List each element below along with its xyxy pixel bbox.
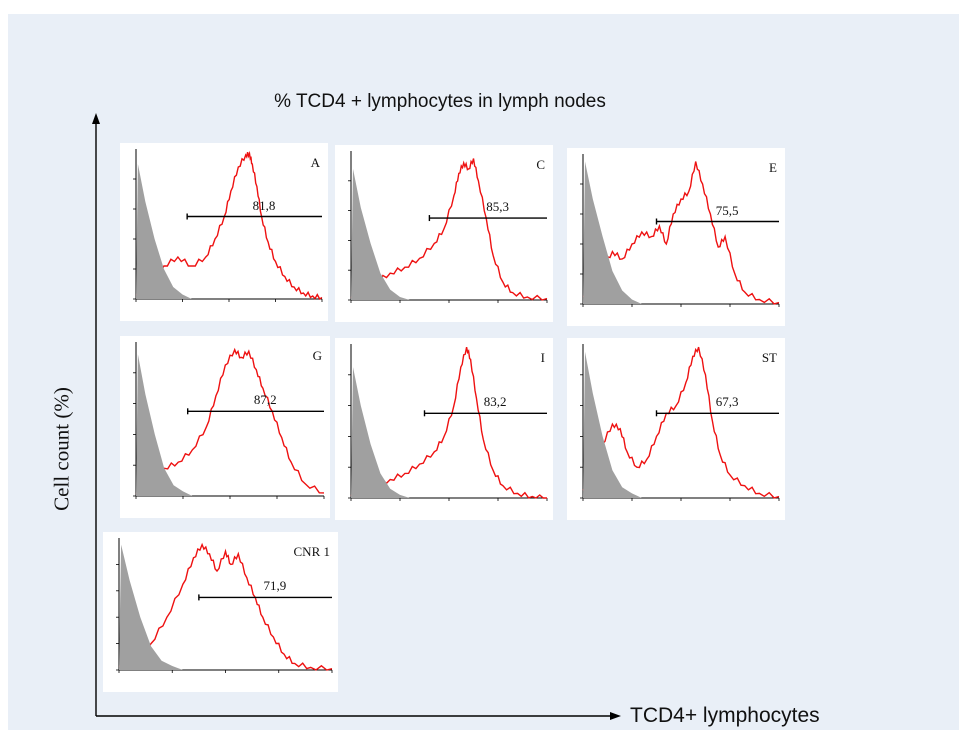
histogram-svg xyxy=(348,344,548,501)
control-histogram xyxy=(136,164,192,299)
gate-percentage: 83,2 xyxy=(483,394,507,410)
control-histogram xyxy=(351,168,410,300)
histogram-panel: 67,3 ST xyxy=(567,338,785,520)
gate-percentage: 67,3 xyxy=(715,394,739,410)
sample-histogram xyxy=(118,542,333,671)
x-axis-label: TCD4+ lymphocytes xyxy=(630,704,820,727)
sample-histogram xyxy=(135,347,325,495)
gate-percentage: 75,5 xyxy=(715,202,739,218)
panel-letter: ST xyxy=(761,350,777,365)
control-histogram xyxy=(583,161,642,304)
sample-histogram xyxy=(350,346,547,499)
panel-letter: CNR 1 xyxy=(293,544,330,559)
panel-letter: I xyxy=(540,350,545,365)
sample-histogram xyxy=(350,158,548,301)
histogram-panel: 87,2 G xyxy=(120,336,330,518)
histogram-svg xyxy=(580,344,780,501)
control-histogram xyxy=(351,367,410,498)
panel-letter: E xyxy=(769,160,777,175)
gate-percentage: 87,2 xyxy=(253,392,277,408)
gate-percentage: 85,3 xyxy=(486,199,509,215)
panel-letter: A xyxy=(310,155,320,170)
histogram-svg xyxy=(133,149,323,302)
histogram-svg xyxy=(580,154,780,307)
gate-percentage: 81,8 xyxy=(252,197,276,213)
control-histogram xyxy=(119,544,183,670)
chart-title: % TCD4 + lymphocytes in lymph nodes xyxy=(274,91,606,112)
control-histogram xyxy=(136,354,193,496)
sample-histogram xyxy=(582,161,780,305)
histogram-svg xyxy=(133,342,325,499)
y-axis-label: Cell count (%) xyxy=(49,387,74,511)
panel-letter: C xyxy=(536,157,545,172)
histogram-svg xyxy=(116,538,333,673)
x-axis-arrowhead xyxy=(610,712,621,720)
histogram-panel: 71,9 CNR 1 xyxy=(103,532,338,692)
y-axis-arrowhead xyxy=(92,113,100,124)
gate-percentage: 71,9 xyxy=(263,578,287,594)
histogram-panel: 85,3 C xyxy=(335,145,553,322)
histogram-panel: 75,5 E xyxy=(567,148,785,326)
control-histogram xyxy=(583,351,642,498)
sample-histogram xyxy=(135,150,323,300)
histogram-panel: 81,8 A xyxy=(120,143,328,321)
sample-histogram xyxy=(582,346,780,499)
histogram-panel: 83,2 I xyxy=(335,338,553,520)
panel-letter: G xyxy=(312,348,322,363)
histogram-svg xyxy=(348,151,548,303)
